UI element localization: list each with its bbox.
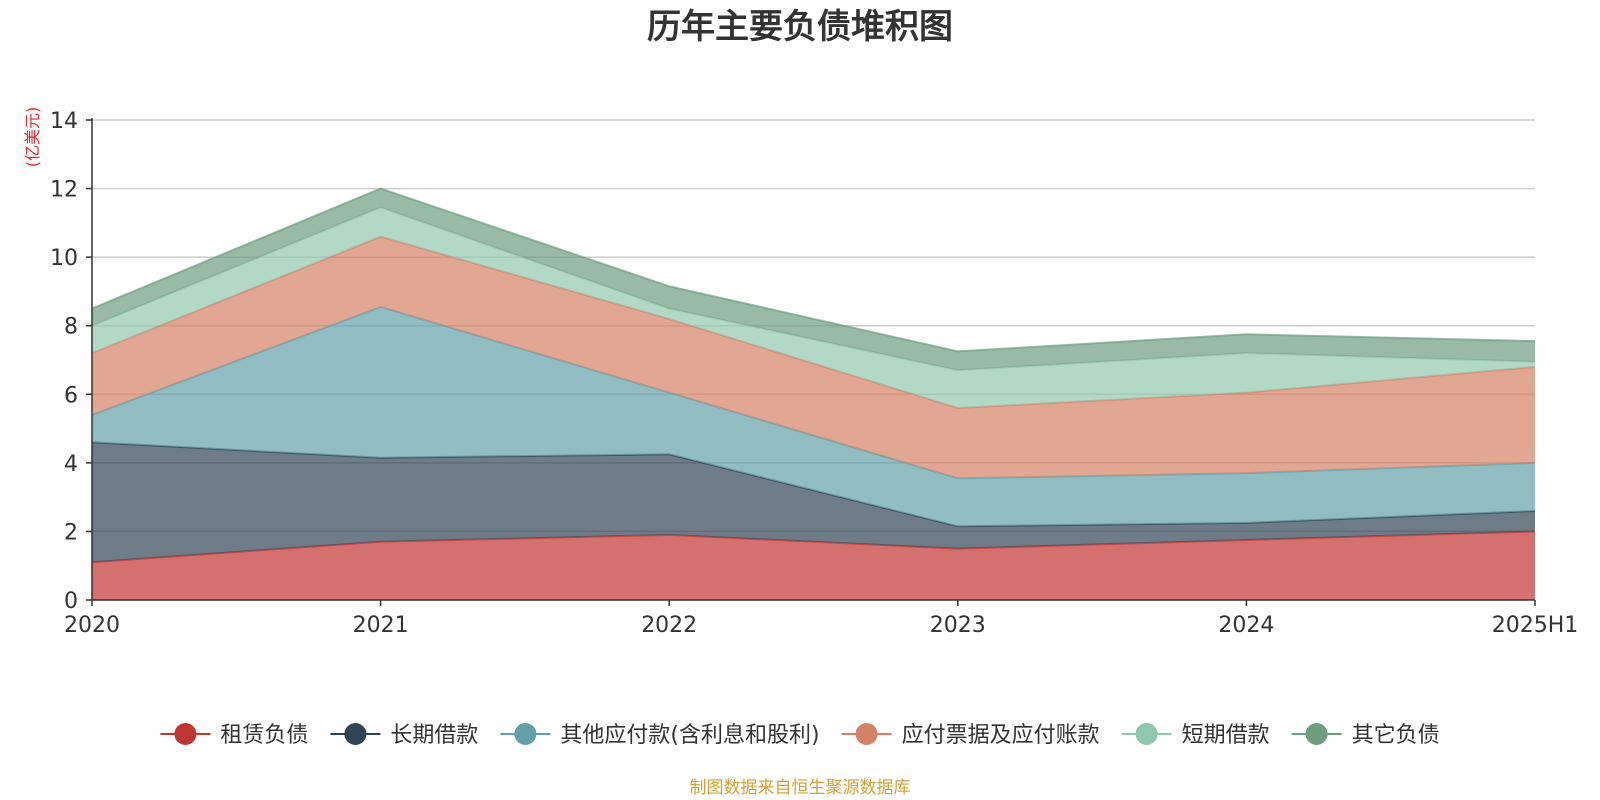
area-series[interactable] <box>92 442 1535 563</box>
legend-marker <box>1135 723 1158 745</box>
y-tick-label: 10 <box>50 246 78 271</box>
x-tick-label: 2020 <box>64 613 120 638</box>
area-series-layer <box>91 187 1536 600</box>
legend-label: 其他应付款(含利息和股利) <box>560 723 819 748</box>
legend-item[interactable]: 租赁负债 <box>160 723 308 748</box>
x-tick-label: 2023 <box>930 613 986 638</box>
legend-label: 短期借款 <box>1182 723 1270 748</box>
y-tick-label: 4 <box>64 452 78 477</box>
legend-item[interactable]: 其他应付款(含利息和股利) <box>500 723 820 748</box>
chart-title: 历年主要负债堆积图 <box>647 7 953 47</box>
x-tick-label: 2022 <box>641 613 697 638</box>
legend-label: 其它负债 <box>1352 723 1440 748</box>
legend-marker <box>1305 723 1328 745</box>
legend-label: 长期借款 <box>390 723 478 748</box>
legend-item[interactable]: 其它负债 <box>1291 723 1440 748</box>
axes: 0 2 4 6 8 10 12 14 2020 2021 2022 2023 2024 2025H1 <box>50 109 1578 638</box>
y-tick-label: 14 <box>50 109 78 134</box>
legend-label: 应付票据及应付账款 <box>902 723 1100 748</box>
y-tick-label: 2 <box>64 520 78 545</box>
x-tick-label: 2021 <box>353 613 409 638</box>
y-tick-label: 8 <box>64 315 78 340</box>
legend: 租赁负债 长期借款 其他应付款(含利息和股利) 应付票据及应付账款 短期借款 其它负债 <box>160 723 1440 748</box>
legend-marker <box>344 723 367 745</box>
legend-item[interactable]: 长期借款 <box>330 723 478 748</box>
area-series[interactable] <box>92 188 1535 371</box>
y-tick-label: 6 <box>64 383 78 408</box>
legend-item[interactable]: 应付票据及应付账款 <box>841 723 1100 748</box>
legend-marker <box>174 723 197 745</box>
y-tick-label: 0 <box>64 589 78 614</box>
legend-marker <box>514 723 537 745</box>
area-series-line <box>91 187 1536 353</box>
x-tick-label: 2024 <box>1218 613 1274 638</box>
area-series[interactable] <box>92 531 1535 600</box>
source-note: 制图数据来自恒生聚源数据库 <box>690 778 911 798</box>
legend-item[interactable]: 短期借款 <box>1121 723 1270 748</box>
area-series[interactable] <box>92 236 1535 479</box>
legend-marker <box>855 723 878 745</box>
area-series[interactable] <box>92 306 1535 527</box>
x-tick-label: 2025H1 <box>1492 613 1579 638</box>
y-axis-unit-label: (亿美元) <box>23 107 42 168</box>
y-tick-label: 12 <box>50 178 78 203</box>
legend-label: 租赁负债 <box>220 723 308 748</box>
